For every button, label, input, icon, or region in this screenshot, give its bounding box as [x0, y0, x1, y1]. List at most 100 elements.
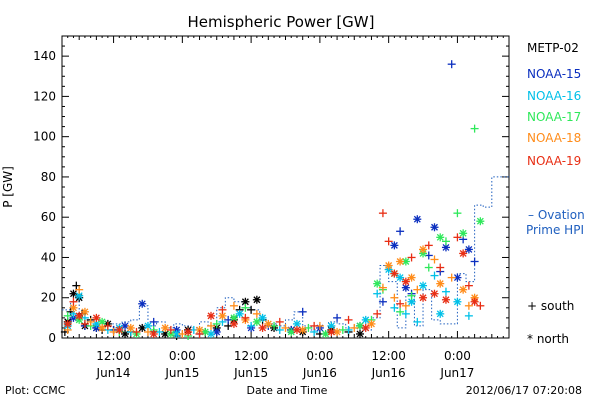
data-point	[92, 313, 101, 322]
data-point	[424, 263, 433, 272]
chart-title: Hemispheric Power [GW]	[188, 13, 375, 31]
data-point	[252, 317, 261, 326]
data-point	[327, 327, 336, 336]
data-point	[75, 291, 84, 300]
data-point	[304, 323, 313, 332]
data-point	[80, 307, 89, 316]
data-point	[401, 277, 410, 286]
data-point	[396, 307, 405, 316]
data-point	[75, 285, 84, 294]
data-point	[378, 283, 387, 292]
data-point	[224, 315, 233, 324]
ovation-legend-label-line1: – Ovation	[528, 208, 585, 222]
data-point	[373, 289, 382, 298]
data-point	[264, 319, 273, 328]
data-point	[464, 245, 473, 254]
data-point	[338, 325, 347, 334]
data-point	[247, 305, 256, 314]
data-point	[378, 209, 387, 218]
data-point	[378, 297, 387, 306]
legend-entry: METP-02	[527, 41, 579, 55]
data-point	[436, 279, 445, 288]
data-point	[401, 257, 410, 266]
data-point	[103, 321, 112, 330]
data-point	[453, 233, 462, 242]
y-axis: 0 20 40 60 80 100 120 140	[33, 35, 509, 345]
y-tick-label: 60	[41, 210, 56, 224]
data-point	[390, 241, 399, 250]
data-point	[419, 293, 428, 302]
x-tick-label-date: Jun15	[233, 366, 268, 380]
x-tick-label-date: Jun15	[164, 366, 199, 380]
data-point	[229, 319, 238, 328]
data-point	[333, 313, 342, 322]
x-tick-label-time: 0:00	[444, 349, 471, 363]
south-symbol-legend: + south	[527, 299, 574, 313]
data-point	[464, 301, 473, 310]
data-point	[270, 321, 279, 330]
data-point	[155, 327, 164, 336]
y-axis-label: P [GW]	[1, 166, 15, 208]
ovation-legend-label-line2: Prime HPI	[526, 223, 584, 237]
data-point	[470, 297, 479, 306]
data-point	[453, 209, 462, 218]
x-tick-label-date: Jun14	[96, 366, 131, 380]
data-point	[281, 323, 290, 332]
data-point	[436, 233, 445, 242]
data-point	[356, 329, 364, 338]
data-point	[80, 319, 89, 328]
data-point	[218, 305, 227, 314]
data-point	[178, 329, 187, 338]
data-point	[390, 293, 399, 302]
data-point	[115, 325, 124, 334]
data-point	[241, 303, 250, 312]
data-point	[212, 319, 221, 328]
data-point	[476, 217, 485, 226]
data-point	[447, 60, 456, 69]
y-tick-label: 40	[41, 250, 56, 264]
x-tick-label-time: 12:00	[371, 349, 406, 363]
data-point	[430, 255, 439, 264]
data-point	[436, 309, 445, 318]
data-point	[207, 321, 215, 330]
data-point	[413, 285, 422, 294]
data-point	[132, 327, 141, 336]
data-point	[441, 287, 450, 296]
data-point	[344, 315, 353, 324]
data-point	[430, 289, 439, 298]
data-point	[453, 297, 462, 306]
data-point	[298, 307, 307, 316]
x-tick-label-time: 0:00	[169, 349, 196, 363]
data-point	[407, 273, 416, 282]
north-symbol-legend: * north	[527, 332, 569, 346]
legend-entry: NOAA-17	[527, 110, 581, 124]
data-point	[464, 311, 473, 320]
data-point	[441, 237, 450, 246]
data-point	[390, 303, 399, 312]
data-point	[459, 249, 468, 258]
data-point	[470, 257, 479, 266]
data-point	[149, 329, 158, 338]
data-point	[69, 297, 78, 306]
data-point	[69, 303, 78, 312]
data-point	[401, 309, 410, 318]
data-point	[459, 285, 468, 294]
data-point	[109, 327, 118, 336]
data-point	[367, 319, 376, 328]
x-tick-label-time: 12:00	[234, 349, 269, 363]
data-point	[436, 263, 445, 272]
data-point	[258, 323, 267, 332]
data-point	[207, 311, 215, 320]
data-point	[424, 241, 433, 250]
y-tick-label: 80	[41, 170, 56, 184]
data-point	[126, 323, 135, 332]
ovation-step-line	[62, 176, 509, 333]
legend-entry: NOAA-15	[527, 67, 581, 81]
data-point	[390, 269, 399, 278]
y-tick-label: 140	[33, 49, 56, 63]
data-point	[419, 281, 428, 290]
legend-entry: NOAA-19	[527, 154, 581, 168]
data-point	[384, 237, 393, 246]
y-tick-label: 20	[41, 291, 56, 305]
legend-entry: NOAA-18	[527, 131, 581, 145]
